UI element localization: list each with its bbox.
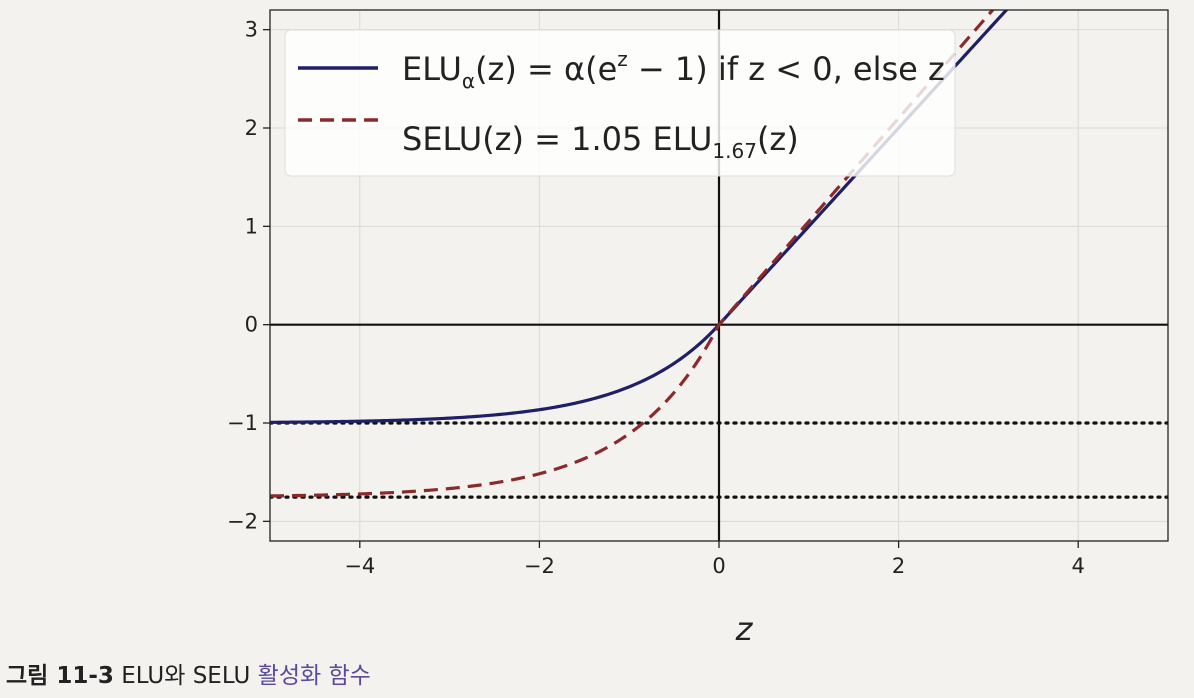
series-lines: [270, 10, 1009, 498]
x-tick-label: 2: [892, 554, 905, 578]
x-axis-label: z: [735, 610, 754, 648]
selu-curve: [270, 10, 995, 498]
y-tick-label: 1: [245, 214, 258, 238]
y-tick-label: 0: [245, 313, 258, 337]
y-tick-label: 3: [245, 18, 258, 42]
y-tick-label: −2: [227, 509, 258, 533]
caption-text-latin: ELU와 SELU: [113, 663, 258, 689]
y-tick-label: 2: [245, 116, 258, 140]
figure-caption: 그림 11-3 ELU와 SELU 활성화 함수: [6, 656, 371, 690]
legend: ELUα(z) = α(ez − 1) if z < 0, else z SEL…: [284, 29, 956, 177]
y-tick-label: −1: [227, 411, 258, 435]
legend-label-elu: ELUα(z) = α(ez − 1) if z < 0, else z: [402, 47, 945, 93]
legend-label-selu: SELU(z) = 1.05 ELU1.67(z): [402, 120, 799, 163]
activation-chart: −4 −2 0 2 4 −2 −1 0 1 2 3 ELUα(z) = α(ez − 1) if z…: [227, 9, 1169, 648]
caption-number: 그림 11-3: [6, 663, 114, 689]
x-tick-label: −4: [344, 554, 375, 578]
axis-ticks: −4 −2 0 2 4 −2 −1 0 1 2 3: [227, 18, 1085, 578]
x-tick-label: 0: [712, 554, 725, 578]
x-tick-label: 4: [1072, 554, 1085, 578]
legend-box: [284, 29, 956, 177]
caption-text-korean: 활성화 함수: [257, 663, 371, 689]
x-tick-label: −2: [524, 554, 555, 578]
